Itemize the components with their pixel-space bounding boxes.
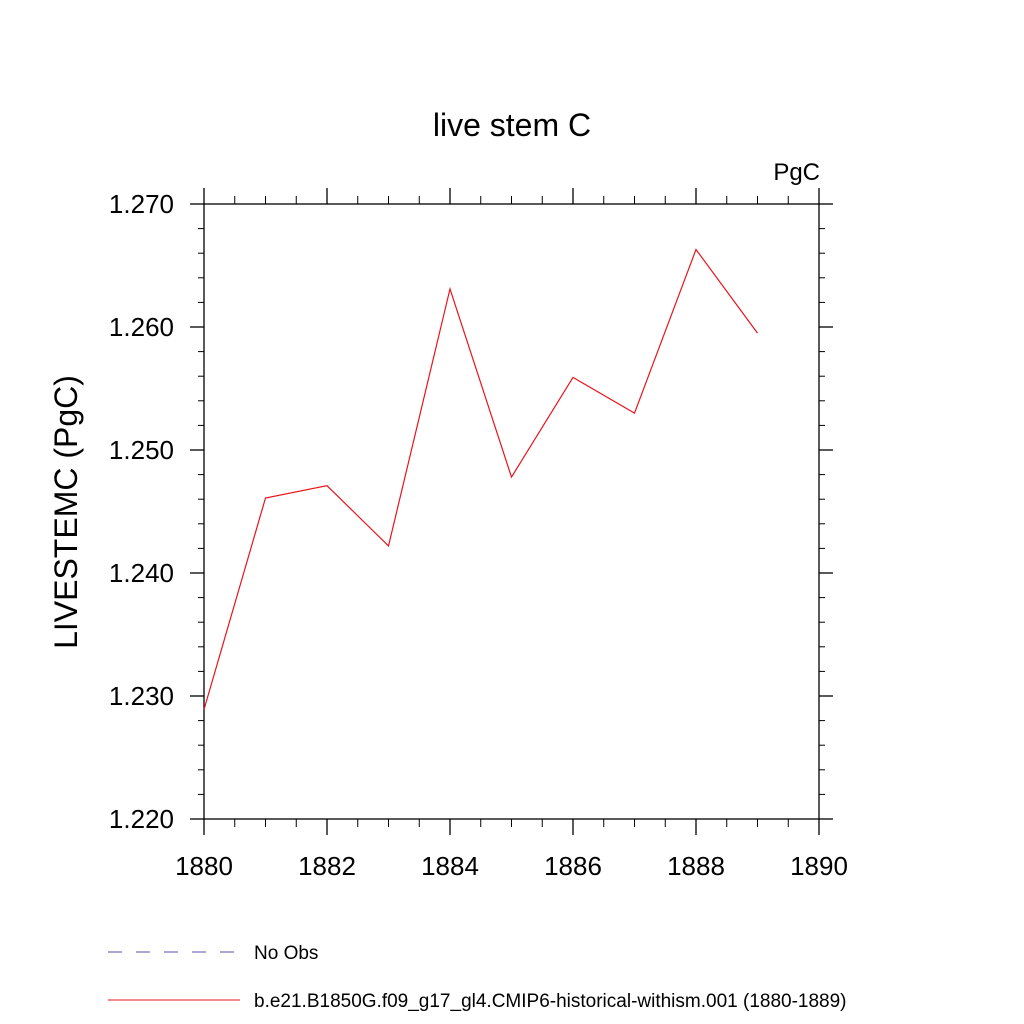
units-label: PgC	[773, 159, 820, 186]
y-tick-label: 1.260	[109, 312, 174, 342]
chart-title: live stem C	[433, 107, 591, 143]
tick-labels: 1880 1882 1884 1886 1888 1890 1.220 1.230 1.240 1…	[109, 189, 848, 881]
x-tick-label: 1884	[421, 851, 479, 881]
legend-label: b.e21.B1850G.f09_g17_gl4.CMIP6-historica…	[254, 991, 847, 1012]
series-line	[203, 248, 758, 710]
series-group	[203, 248, 758, 710]
x-tick-label: 1890	[790, 851, 848, 881]
y-tick-label: 1.230	[109, 681, 174, 711]
y-tick-label: 1.250	[109, 435, 174, 465]
plot-frame	[203, 203, 820, 820]
y-tick-label: 1.220	[109, 804, 174, 834]
x-tick-label: 1886	[544, 851, 602, 881]
y-tick-label: 1.240	[109, 558, 174, 588]
axis-ticks	[190, 188, 833, 835]
x-tick-label: 1882	[298, 851, 356, 881]
y-axis-label: LIVESTEMC (PgC)	[48, 375, 84, 649]
x-tick-label: 1880	[175, 851, 233, 881]
legend-label: No Obs	[254, 943, 318, 964]
x-tick-label: 1888	[667, 851, 725, 881]
legend: No Obs b.e21.B1850G.f09_g17_gl4.CMIP6-his…	[108, 943, 847, 1012]
y-tick-label: 1.270	[109, 189, 174, 219]
